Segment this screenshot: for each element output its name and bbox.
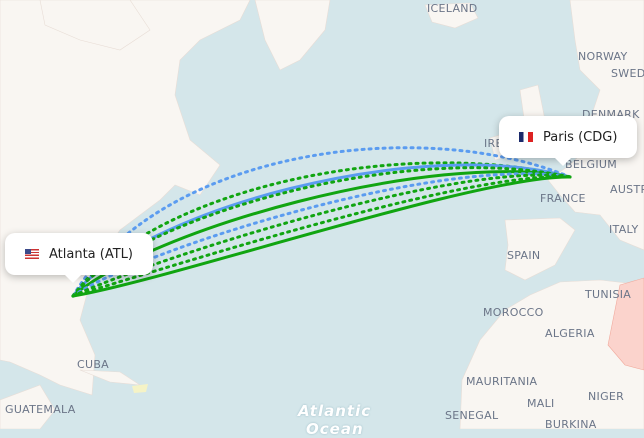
country-label: NIGER [588,390,625,403]
country-label: CUBA [77,358,110,371]
africa-land [459,279,644,429]
country-label: ALGERIA [545,327,595,340]
destination-popup[interactable]: Paris (CDG) [499,116,637,166]
highlight-country [607,277,644,371]
country-label: SWED [611,67,644,80]
direct-route[interactable] [71,175,572,298]
country-label: ITALY [609,223,639,236]
country-label: GUATEMALA [5,403,76,416]
origin-popup[interactable]: Atlanta (ATL) [5,233,153,283]
iceland-land [424,2,479,29]
country-label: BURKINA [545,418,597,431]
country-label: MAURITANIA [466,375,538,388]
country-label: BELGIUM [565,158,618,171]
north-america-land [0,0,251,396]
origin-label: Atlanta (ATL) [49,246,133,262]
country-label: IRE [484,137,503,150]
country-label: TUNISIA [585,288,632,301]
fr-flag-icon [519,132,533,142]
country-label: NORWAY [578,50,628,63]
direct-route[interactable] [71,175,572,298]
ocean-label: Atlantic [298,402,372,420]
country-label: FRANCE [540,192,586,205]
country-label: SENEGAL [445,409,499,422]
iberia-land [504,217,576,281]
direct-route[interactable] [71,173,572,298]
connecting-route[interactable] [71,172,572,298]
greenland-land [254,0,331,71]
country-label: AUSTR [610,183,644,196]
central-america-land [0,384,56,429]
ocean-label: Ocean [306,420,364,438]
country-label: ICELAND [427,2,478,15]
destination-label: Paris (CDG) [543,129,618,145]
baffin-land [39,0,151,51]
country-label: MALI [527,397,555,410]
country-label: MOROCCO [483,306,544,319]
country-label: SPAIN [507,249,541,262]
highlight-island [132,384,148,393]
us-flag-icon [25,249,39,259]
